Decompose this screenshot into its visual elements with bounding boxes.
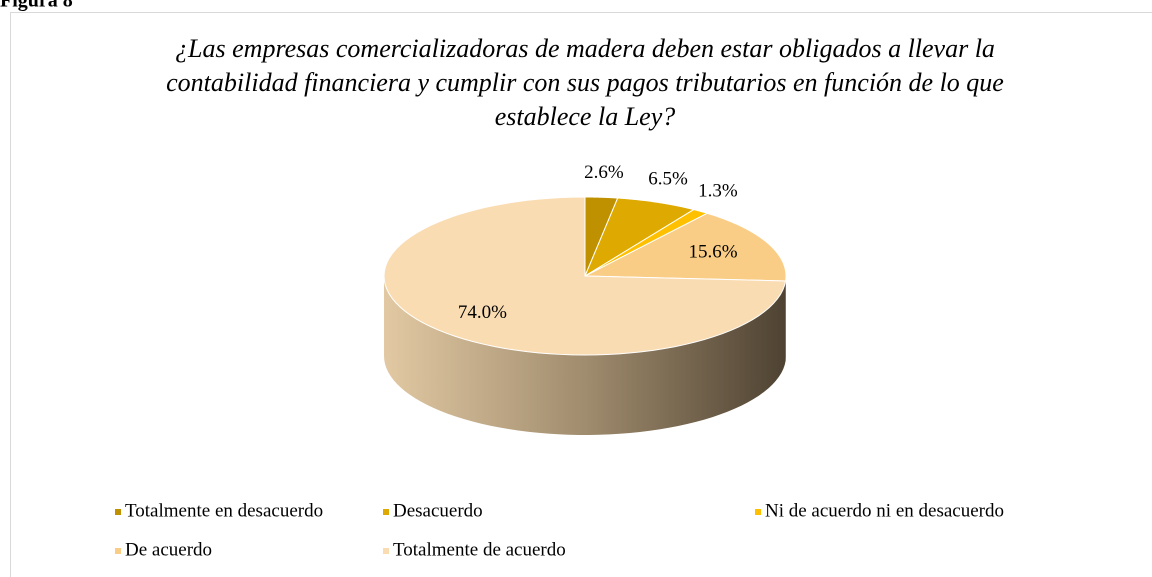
chart-border xyxy=(10,12,1152,577)
legend-marker xyxy=(383,548,389,554)
pie-slice xyxy=(583,197,696,278)
pie-slice xyxy=(383,196,787,356)
legend-label: Totalmente en desacuerdo xyxy=(125,500,323,521)
data-label: 74.0% xyxy=(458,302,507,323)
pie-slice xyxy=(584,209,709,277)
data-label: 15.6% xyxy=(689,241,738,262)
legend-marker xyxy=(383,509,389,515)
pie-slice xyxy=(584,212,787,282)
legend-marker xyxy=(755,509,761,515)
data-label: 1.3% xyxy=(698,180,738,201)
legend-label: Desacuerdo xyxy=(393,500,483,521)
legend-label: De acuerdo xyxy=(125,539,212,560)
legend-label: Totalmente de acuerdo xyxy=(393,539,566,560)
legend-marker xyxy=(115,548,121,554)
caption: Figura 8 xyxy=(0,0,73,12)
legend-label: Ni de acuerdo ni en desacuerdo xyxy=(765,500,1004,521)
legend-marker xyxy=(115,509,121,515)
data-label: 2.6% xyxy=(584,162,624,183)
chart-title: ¿Las empresas comercializadoras de mader… xyxy=(166,34,1004,131)
data-label: 6.5% xyxy=(648,169,688,190)
